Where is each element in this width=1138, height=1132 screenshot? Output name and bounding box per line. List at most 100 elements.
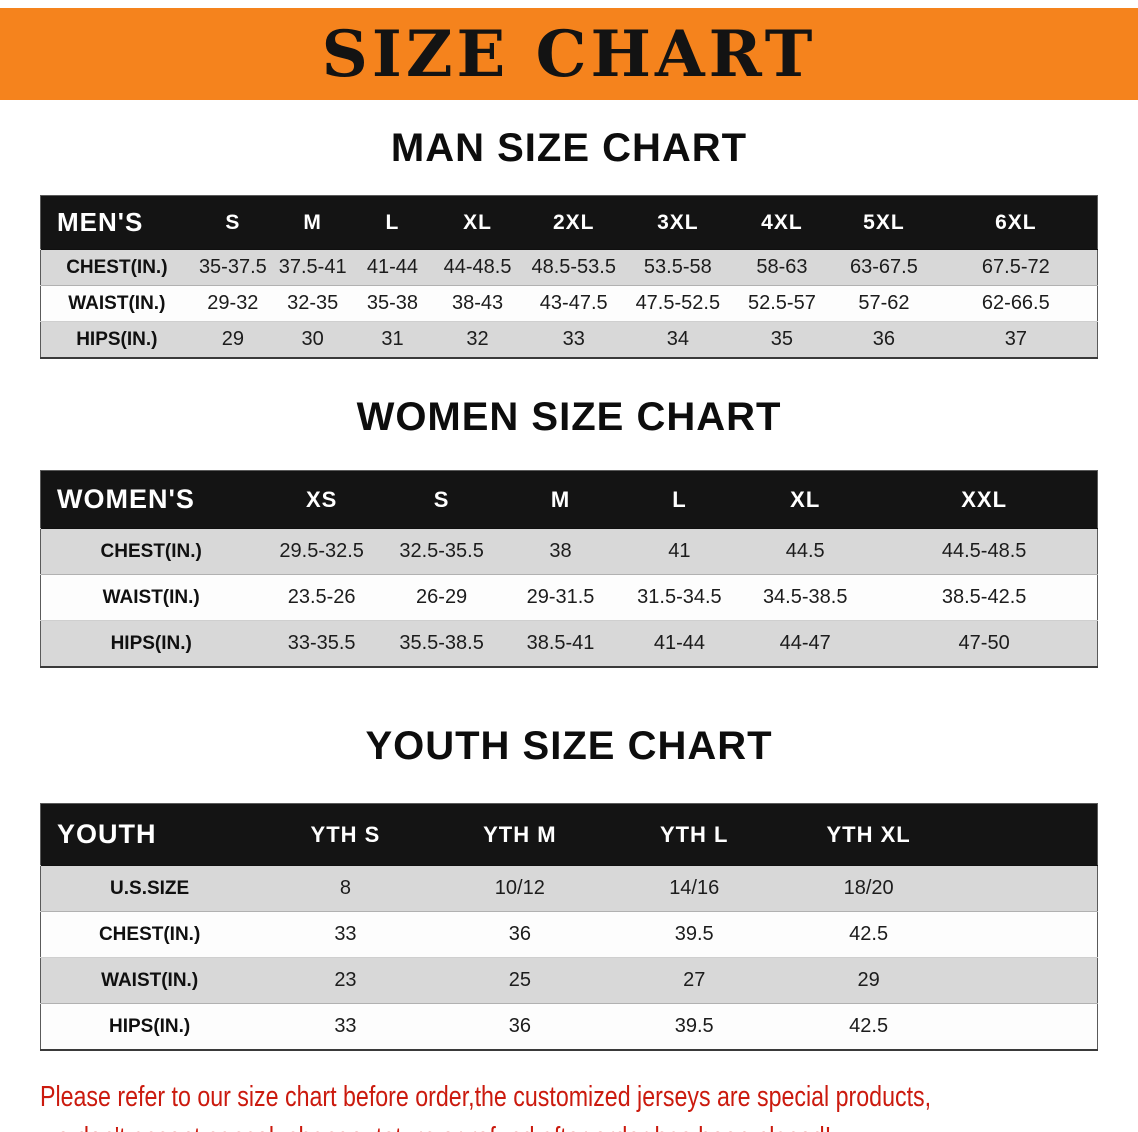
row-label: CHEST(IN.) [40,528,262,575]
column-header: 6XL [934,195,1098,250]
women-size-table: WOMEN'S XS S M L XL XXL CHEST(IN.) 29.5-… [40,470,1098,668]
size-cell: 41-44 [352,249,433,286]
size-cell: 38.5-42.5 [871,574,1098,621]
size-cell: 33-35.5 [261,620,382,667]
table-row: CHEST(IN.) 29.5-32.5 32.5-35.5 38 41 44.… [40,528,1098,575]
spacer-cell [955,911,1098,958]
size-cell: 58-63 [730,249,834,286]
column-header: M [273,195,353,250]
size-cell: 29 [781,957,956,1004]
men-chart-heading: MAN SIZE CHART [390,126,748,170]
table-row: HIPS(IN.) 29 30 31 32 33 34 35 36 37 [40,321,1098,358]
size-cell: 31.5-34.5 [619,574,740,621]
table-row: WAIST(IN.) 29-32 32-35 35-38 38-43 43-47… [40,285,1098,322]
size-cell: 8 [258,865,433,912]
row-label: CHEST(IN.) [40,911,259,958]
size-cell: 67.5-72 [934,249,1098,286]
size-cell: 35-38 [352,285,433,322]
table-row: HIPS(IN.) 33-35.5 35.5-38.5 38.5-41 41-4… [40,620,1098,667]
size-cell: 53.5-58 [624,249,731,286]
page-title: SIZE CHART [321,16,817,92]
size-cell: 36 [833,321,935,358]
size-cell: 52.5-57 [730,285,834,322]
column-header: S [192,195,274,250]
size-cell: 36 [432,1003,608,1050]
row-label: HIPS(IN.) [40,620,262,667]
column-header: 5XL [833,195,935,250]
row-label: CHEST(IN.) [40,249,193,286]
column-header: YTH XL [781,803,956,866]
size-cell: 34.5-38.5 [739,574,872,621]
youth-chart-heading: YOUTH SIZE CHART [365,724,773,768]
size-cell: 38.5-41 [501,620,620,667]
column-header: 3XL [624,195,731,250]
size-cell: 38 [501,528,620,575]
youth-size-table: YOUTH YTH S YTH M YTH L YTH XL U.S.SIZE … [40,803,1098,1051]
row-label: HIPS(IN.) [40,1003,259,1050]
size-cell: 36 [432,911,608,958]
column-header: L [619,470,740,529]
men-header-row: MEN'S S M L XL 2XL 3XL 4XL 5XL 6XL [40,195,1098,250]
men-size-table: MEN'S S M L XL 2XL 3XL 4XL 5XL 6XL CHEST… [40,195,1098,359]
column-header: M [501,470,620,529]
size-cell: 32-35 [273,285,353,322]
row-label: WAIST(IN.) [40,574,262,621]
column-header: L [352,195,433,250]
size-cell: 30 [273,321,353,358]
size-cell: 39.5 [607,911,782,958]
youth-size-chart-section: YOUTH SIZE CHART YOUTH YTH S YTH M YTH L… [0,724,1138,1051]
size-cell: 48.5-53.5 [522,249,625,286]
table-row: WAIST(IN.) 23 25 27 29 [40,957,1098,1004]
size-cell: 33 [258,1003,433,1050]
column-header: XL [739,470,872,529]
youth-header-row: YOUTH YTH S YTH M YTH L YTH XL [40,803,1098,866]
table-row: CHEST(IN.) 33 36 39.5 42.5 [40,911,1098,958]
table-row: HIPS(IN.) 33 36 39.5 42.5 [40,1003,1098,1050]
size-cell: 26-29 [381,574,502,621]
table-row: CHEST(IN.) 35-37.5 37.5-41 41-44 44-48.5… [40,249,1098,286]
size-cell: 34 [624,321,731,358]
youth-table-corner-label: YOUTH [40,803,259,866]
size-cell: 57-62 [833,285,935,322]
column-header: S [381,470,502,529]
women-size-chart-section: WOMEN SIZE CHART WOMEN'S XS S M L XL XXL… [0,395,1138,668]
size-cell: 25 [432,957,608,1004]
size-cell: 44.5-48.5 [871,528,1098,575]
size-cell: 33 [258,911,433,958]
size-cell: 63-67.5 [833,249,935,286]
size-cell: 35.5-38.5 [381,620,502,667]
size-cell: 29.5-32.5 [261,528,382,575]
size-cell: 42.5 [781,911,956,958]
table-row: WAIST(IN.) 23.5-26 26-29 29-31.5 31.5-34… [40,574,1098,621]
row-label: WAIST(IN.) [40,957,259,1004]
size-cell: 29-32 [192,285,274,322]
men-size-chart-section: MAN SIZE CHART MEN'S S M L XL 2XL 3XL 4X… [0,126,1138,359]
size-cell: 62-66.5 [934,285,1098,322]
column-header: YTH S [258,803,433,866]
women-table-corner-label: WOMEN'S [40,470,262,529]
size-cell: 44-47 [739,620,872,667]
size-cell: 35 [730,321,834,358]
size-cell: 43-47.5 [522,285,625,322]
disclaimer-line-1: Please refer to our size chart before or… [40,1081,932,1113]
size-cell: 23 [258,957,433,1004]
size-cell: 33 [522,321,625,358]
column-header: XS [261,470,382,529]
size-cell: 23.5-26 [261,574,382,621]
spacer-cell [955,957,1098,1004]
size-cell: 29 [192,321,274,358]
row-label: WAIST(IN.) [40,285,193,322]
spacer-cell [955,1003,1098,1050]
column-header: XXL [871,470,1098,529]
title-banner: SIZE CHART [0,8,1138,100]
column-header: YTH L [607,803,782,866]
women-header-row: WOMEN'S XS S M L XL XXL [40,470,1098,529]
size-cell: 41-44 [619,620,740,667]
size-cell: 44-48.5 [432,249,523,286]
size-cell: 41 [619,528,740,575]
disclaimer: Please refer to our size chart before or… [40,1077,1098,1132]
size-cell: 37.5-41 [273,249,353,286]
column-header: XL [432,195,523,250]
size-cell: 31 [352,321,433,358]
column-header: 2XL [522,195,625,250]
